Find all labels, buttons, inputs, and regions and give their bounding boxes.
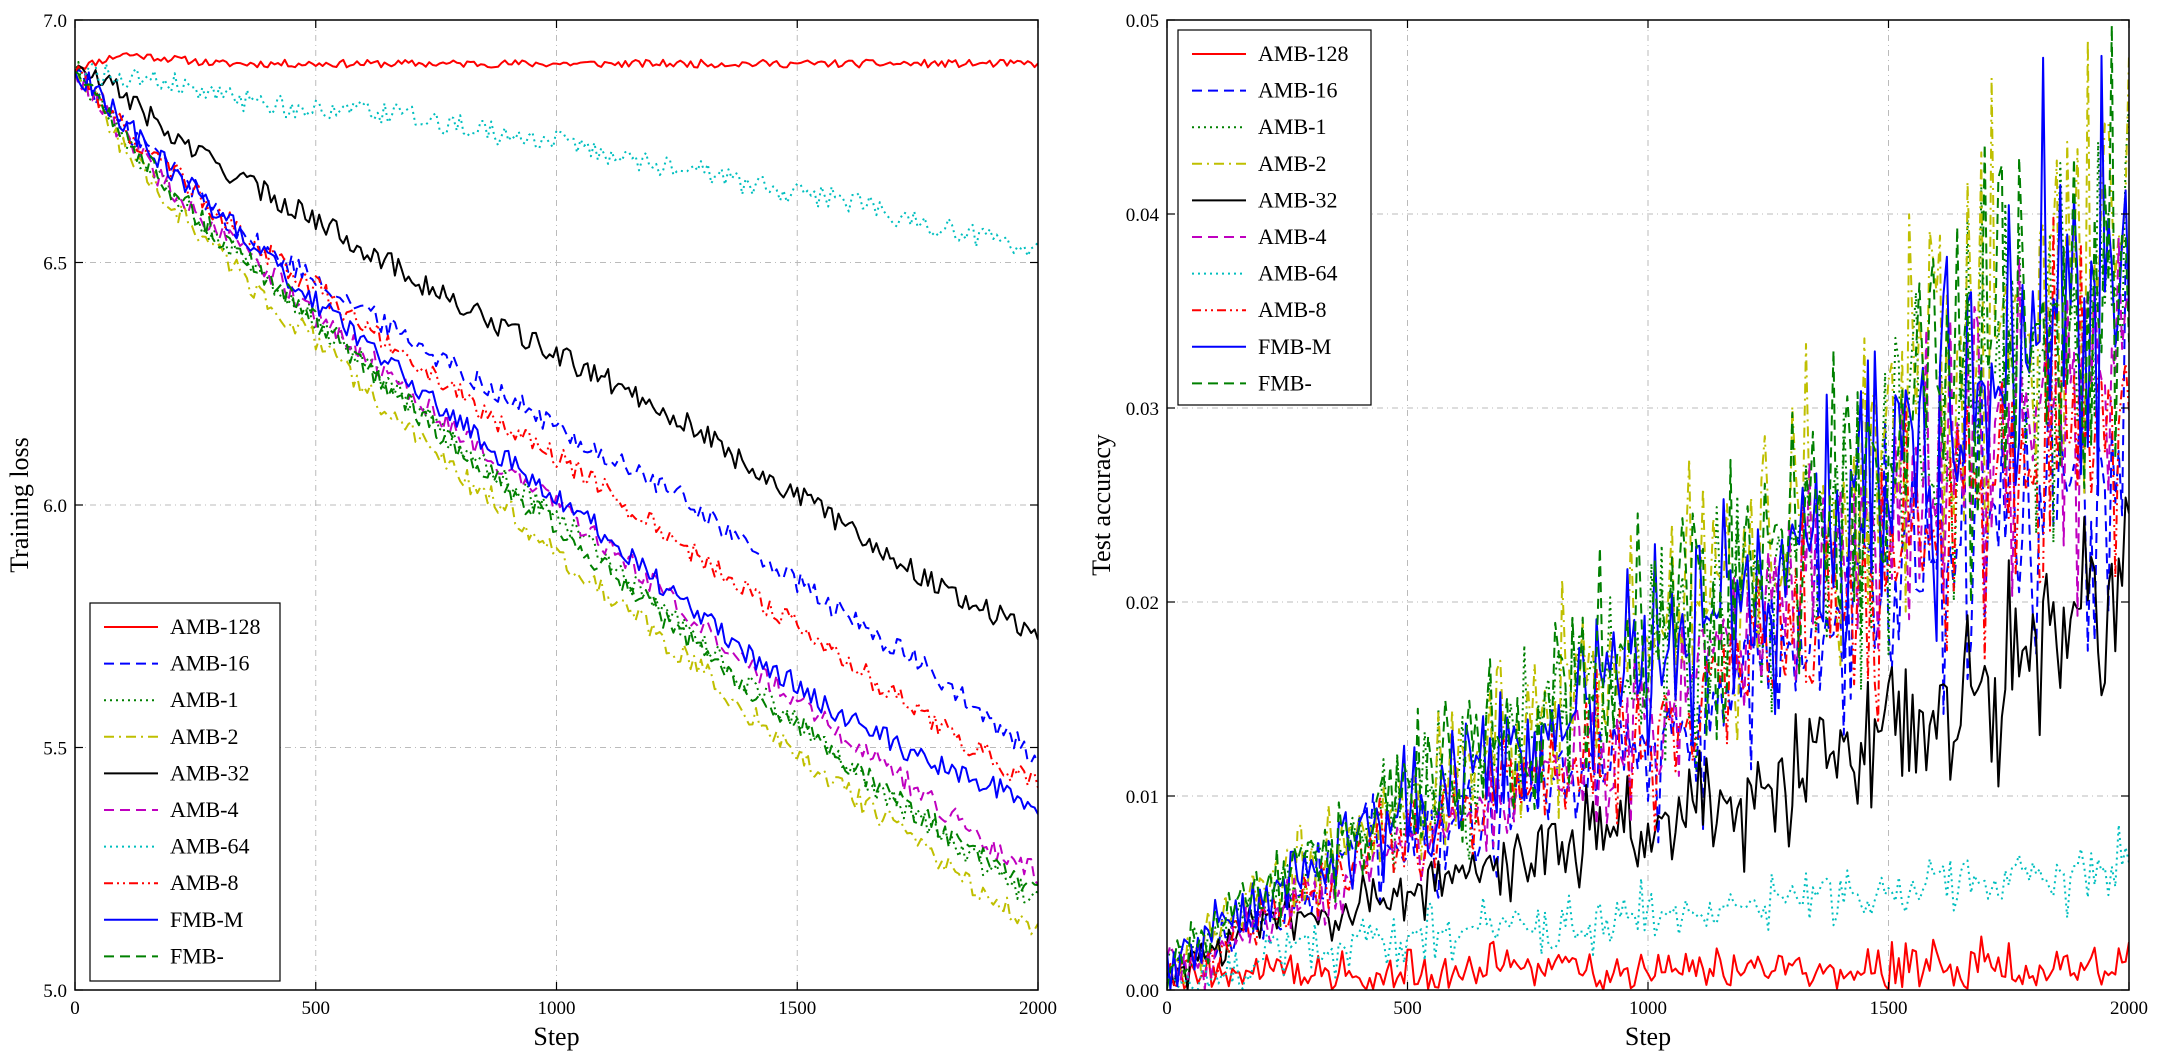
y-tick-label: 0.02 <box>1126 593 1159 614</box>
series-line-amb-4 <box>75 72 1038 885</box>
legend-label: FMB-M <box>170 907 243 932</box>
x-tick-label: 2000 <box>2110 998 2148 1019</box>
series-line-fmb <box>75 70 1038 894</box>
legend-label: AMB-128 <box>1258 41 1348 66</box>
y-tick-label: 5.5 <box>43 739 67 760</box>
legend: AMB-128 AMB-16 AMB-1 AMB-2 AMB-32 AMB-4 AMB-64… <box>89 602 281 982</box>
y-axis-label: Training loss <box>5 437 34 573</box>
legend-label: FMB- <box>170 943 224 968</box>
legend-label: AMB-4 <box>1258 224 1326 249</box>
y-tick-label: 0.05 <box>1126 11 1159 32</box>
y-tick-label: 7.0 <box>43 11 67 32</box>
x-tick-label: 1500 <box>1870 998 1908 1019</box>
y-tick-label: 5.0 <box>43 981 67 1002</box>
series-line-amb-2 <box>1167 39 2129 990</box>
x-tick-label: 1000 <box>1629 998 1667 1019</box>
series-line-amb-64 <box>1167 823 2129 990</box>
y-tick-label: 0.00 <box>1126 981 1159 1002</box>
series-line-amb-1 <box>75 61 1038 904</box>
legend-label: FMB- <box>1258 370 1312 395</box>
legend-box <box>1177 29 1372 406</box>
legend-label: AMB-1 <box>1258 114 1326 139</box>
legend-label: FMB-M <box>1258 334 1331 359</box>
legend: AMB-128 AMB-16 AMB-1 AMB-2 AMB-32 AMB-4 AMB-64… <box>1177 29 1372 406</box>
chart-1: 0 500 1000 1500 2000 5.0 5.5 6.0 6.5 7.0 Step Train… <box>5 11 1057 1051</box>
y-axis-label: Test accuracy <box>1087 434 1116 576</box>
x-tick-label: 1000 <box>538 998 576 1019</box>
y-tick-label: 0.03 <box>1126 399 1159 420</box>
x-axis-label: Step <box>1625 1022 1671 1051</box>
legend-label: AMB-16 <box>1258 78 1337 103</box>
legend-label: AMB-8 <box>1258 297 1326 322</box>
x-tick-label: 500 <box>1393 998 1422 1019</box>
series-line-amb-128 <box>1167 935 2129 990</box>
legend-label: AMB-128 <box>170 614 260 639</box>
legend-label: AMB-2 <box>1258 151 1326 176</box>
x-axis-label: Step <box>533 1022 579 1051</box>
x-tick-label: 1500 <box>778 998 816 1019</box>
y-tick-label: 0.01 <box>1126 787 1159 808</box>
series-line-fmb-m <box>75 71 1038 815</box>
x-tick-label: 0 <box>70 998 80 1019</box>
y-tick-label: 0.04 <box>1126 205 1160 226</box>
legend-label: AMB-1 <box>170 687 238 712</box>
legend-label: AMB-64 <box>170 834 249 859</box>
x-tick-label: 500 <box>302 998 331 1019</box>
legend-label: AMB-16 <box>170 651 249 676</box>
legend-label: AMB-4 <box>170 797 238 822</box>
legend-box <box>89 602 281 982</box>
legend-label: AMB-2 <box>170 724 238 749</box>
legend-label: AMB-64 <box>1258 261 1337 286</box>
series-line-fmb <box>1167 24 2129 989</box>
legend-label: AMB-32 <box>170 760 249 785</box>
series-line-amb-16 <box>75 68 1038 764</box>
series-line-amb-32 <box>75 64 1038 641</box>
chart-2: 0 500 1000 1500 2000 0.00 0.01 0.02 0.03 0.04 0.05… <box>1087 11 2148 1051</box>
legend-label: AMB-8 <box>170 870 238 895</box>
x-tick-label: 0 <box>1162 998 1172 1019</box>
series-line-amb-128 <box>75 52 1038 72</box>
y-tick-label: 6.5 <box>43 254 67 275</box>
series-line-amb-1 <box>1167 103 2129 968</box>
legend-label: AMB-32 <box>1258 187 1337 212</box>
x-tick-label: 2000 <box>1019 998 1057 1019</box>
series-line-amb-2 <box>75 72 1038 936</box>
y-tick-label: 6.0 <box>43 496 67 517</box>
